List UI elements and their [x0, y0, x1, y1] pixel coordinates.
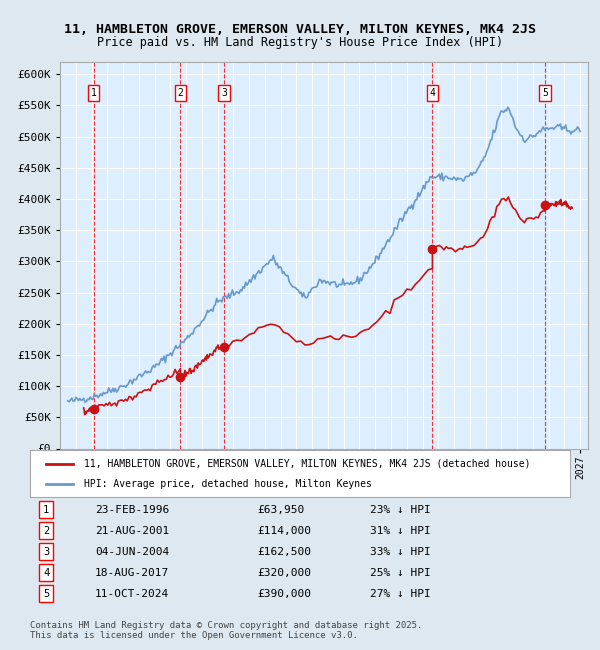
Text: 1: 1: [43, 504, 49, 515]
Text: 3: 3: [221, 88, 227, 97]
Text: 33% ↓ HPI: 33% ↓ HPI: [370, 547, 431, 556]
Text: HPI: Average price, detached house, Milton Keynes: HPI: Average price, detached house, Milt…: [84, 479, 372, 489]
Text: 04-JUN-2004: 04-JUN-2004: [95, 547, 169, 556]
Text: 18-AUG-2017: 18-AUG-2017: [95, 567, 169, 578]
Text: 11-OCT-2024: 11-OCT-2024: [95, 589, 169, 599]
Text: 2: 2: [43, 526, 49, 536]
Text: £114,000: £114,000: [257, 526, 311, 536]
Text: £320,000: £320,000: [257, 567, 311, 578]
Text: 1: 1: [91, 88, 97, 97]
Text: 4: 4: [430, 88, 436, 97]
Text: 23% ↓ HPI: 23% ↓ HPI: [370, 504, 431, 515]
Text: 4: 4: [43, 567, 49, 578]
Text: 31% ↓ HPI: 31% ↓ HPI: [370, 526, 431, 536]
Text: 2: 2: [178, 88, 184, 97]
Text: 21-AUG-2001: 21-AUG-2001: [95, 526, 169, 536]
Text: 11, HAMBLETON GROVE, EMERSON VALLEY, MILTON KEYNES, MK4 2JS (detached house): 11, HAMBLETON GROVE, EMERSON VALLEY, MIL…: [84, 458, 530, 469]
Text: 11, HAMBLETON GROVE, EMERSON VALLEY, MILTON KEYNES, MK4 2JS: 11, HAMBLETON GROVE, EMERSON VALLEY, MIL…: [64, 23, 536, 36]
Text: £63,950: £63,950: [257, 504, 304, 515]
Text: £390,000: £390,000: [257, 589, 311, 599]
Text: 27% ↓ HPI: 27% ↓ HPI: [370, 589, 431, 599]
Text: 25% ↓ HPI: 25% ↓ HPI: [370, 567, 431, 578]
Text: Contains HM Land Registry data © Crown copyright and database right 2025.
This d: Contains HM Land Registry data © Crown c…: [30, 621, 422, 640]
Text: 5: 5: [542, 88, 548, 97]
Text: Price paid vs. HM Land Registry's House Price Index (HPI): Price paid vs. HM Land Registry's House …: [97, 36, 503, 49]
Text: 5: 5: [43, 589, 49, 599]
Text: £162,500: £162,500: [257, 547, 311, 556]
Text: 23-FEB-1996: 23-FEB-1996: [95, 504, 169, 515]
Text: 3: 3: [43, 547, 49, 556]
